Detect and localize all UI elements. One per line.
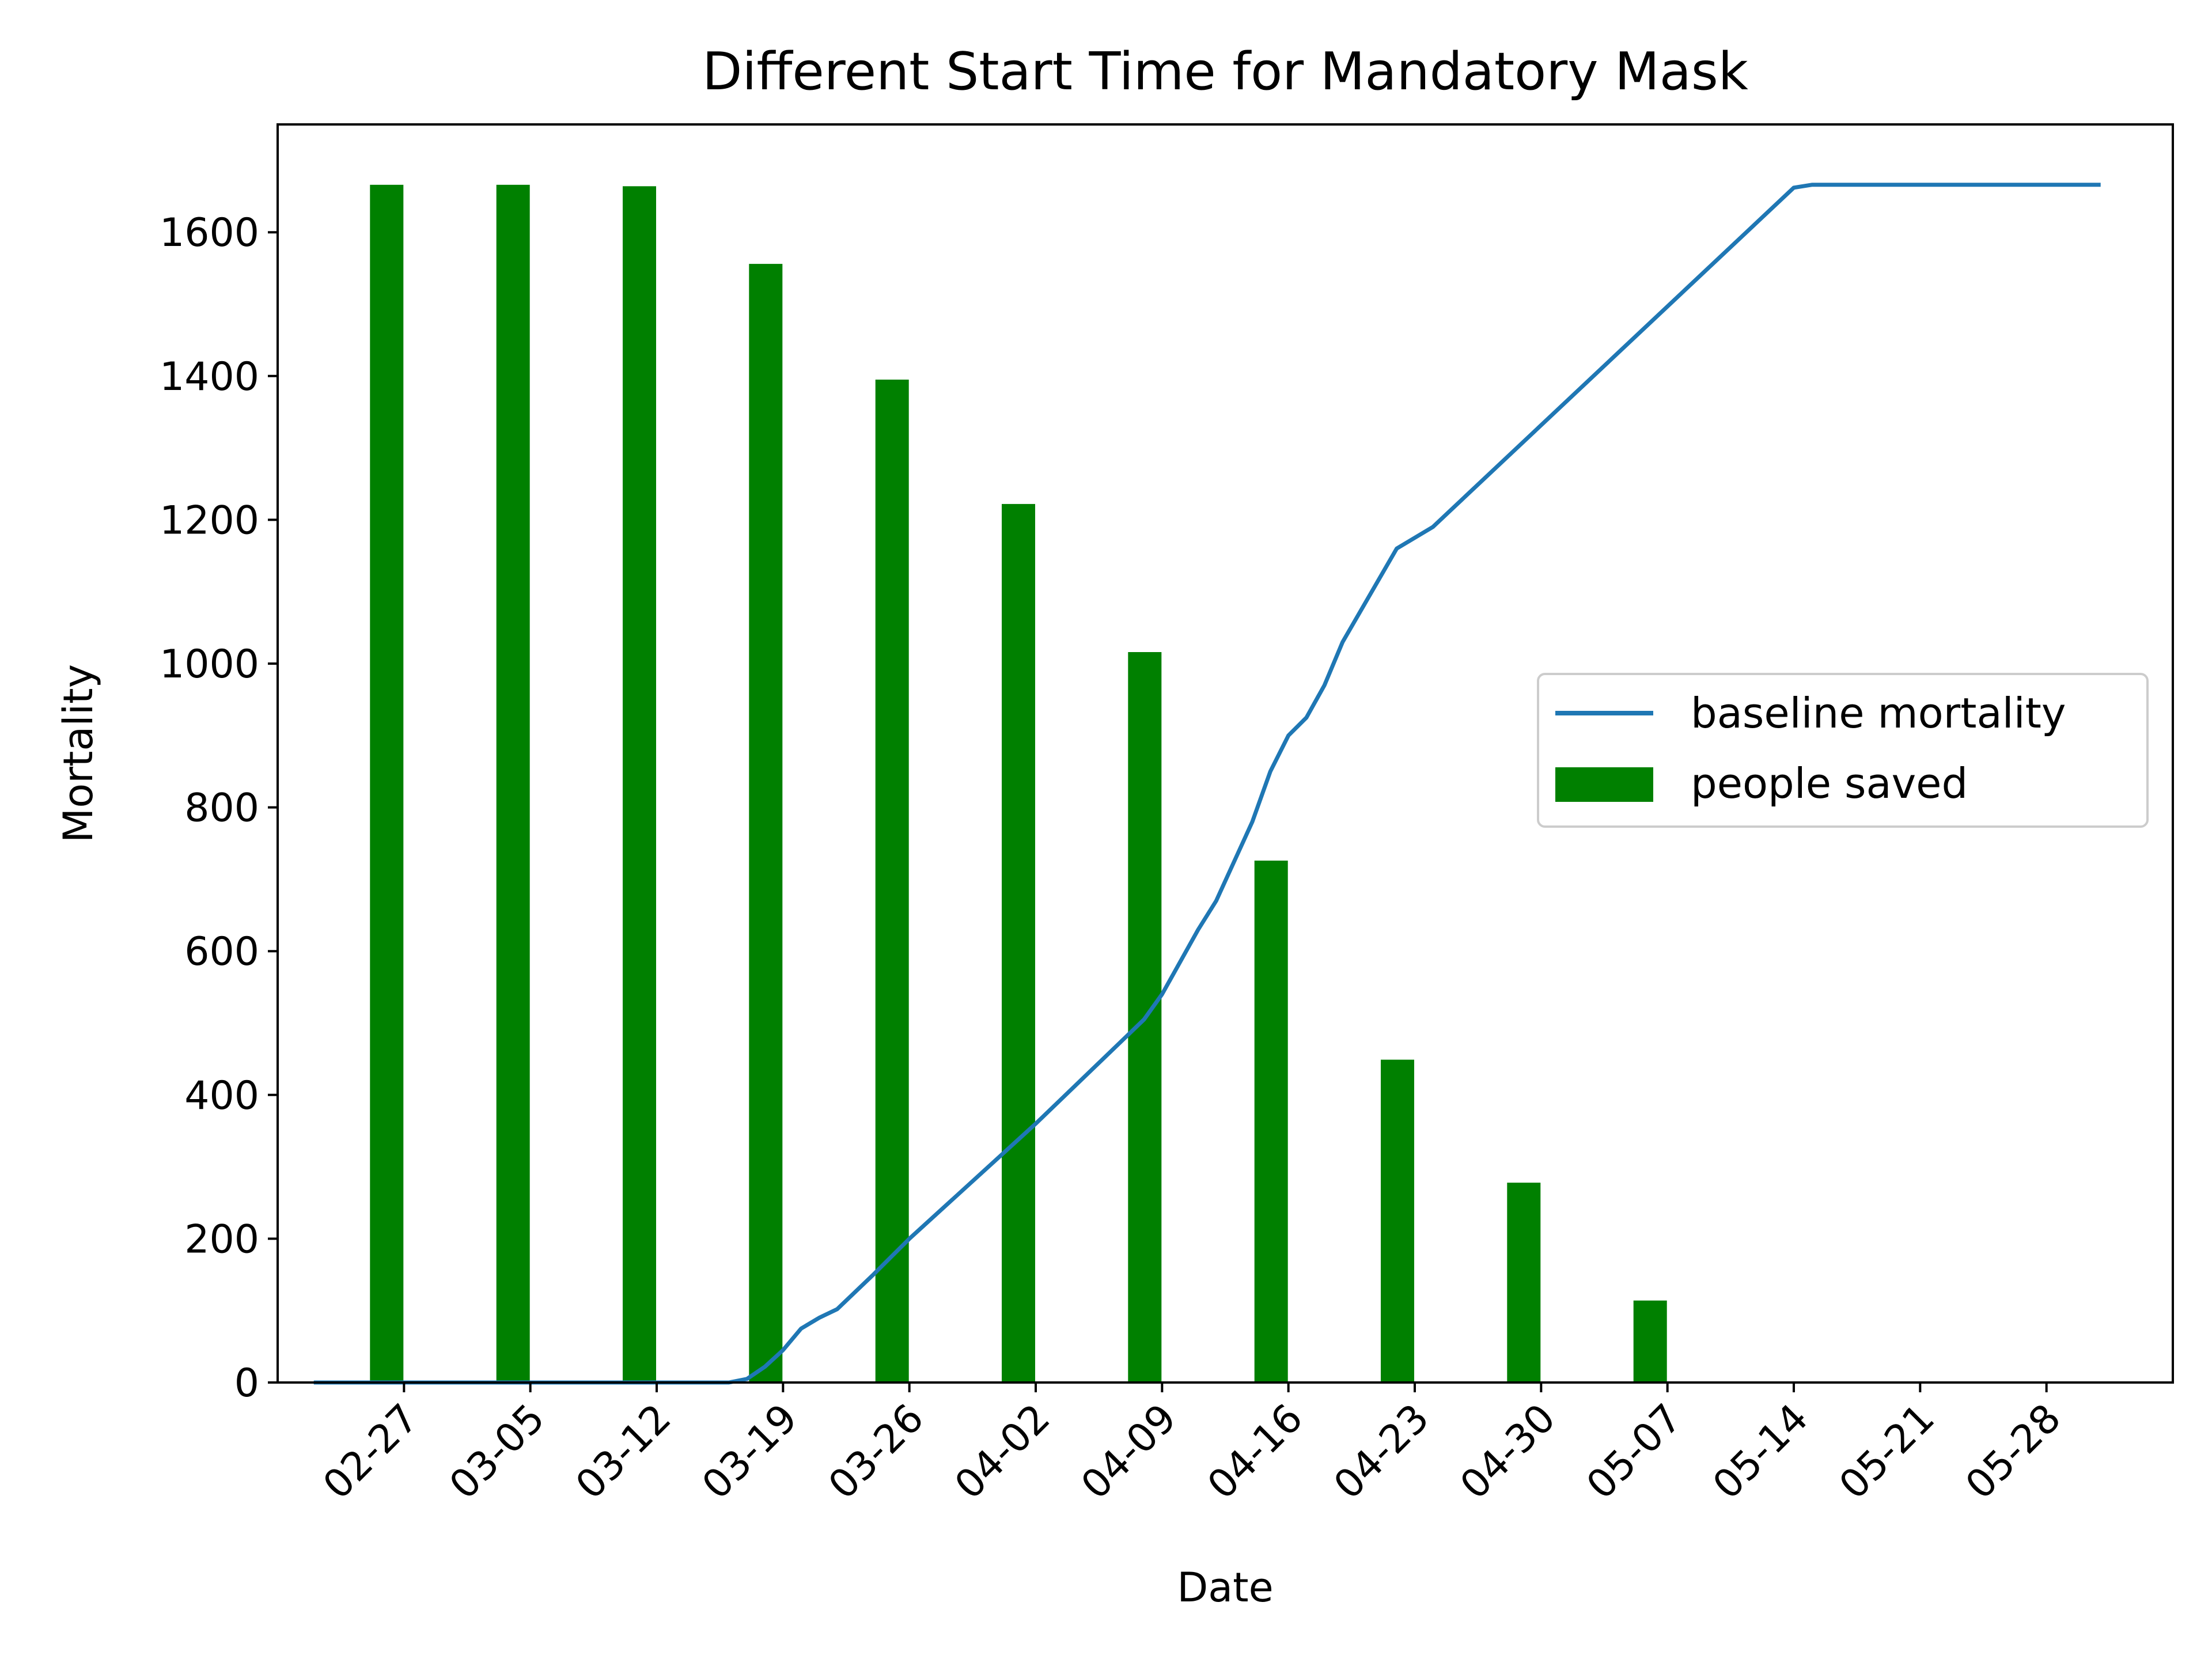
bar-people-saved-04-02	[1002, 503, 1035, 1382]
bar-people-saved-03-19	[749, 264, 783, 1383]
y-tick-label-0: 0	[234, 1361, 259, 1406]
legend-swatch-people-saved	[1555, 767, 1653, 802]
y-tick-label-800: 800	[184, 786, 259, 831]
bar-people-saved-03-26	[875, 380, 909, 1382]
bar-people-saved-04-30	[1507, 1183, 1541, 1382]
y-tick-label-1200: 1200	[160, 498, 259, 543]
bar-people-saved-02-27	[370, 184, 404, 1382]
y-tick-label-1400: 1400	[160, 354, 259, 400]
y-tick-label-600: 600	[184, 929, 259, 975]
y-axis: 0 200 400 600 800 1000 1200 1400 1600	[160, 210, 278, 1406]
bar-people-saved-05-07	[1633, 1300, 1667, 1382]
y-tick-label-200: 200	[184, 1217, 259, 1262]
x-axis-label: Date	[1177, 1564, 1273, 1611]
bar-people-saved-04-16	[1254, 861, 1288, 1382]
legend-box	[1537, 673, 2149, 828]
y-axis-label: Mortality	[55, 664, 102, 843]
y-tick-label-1600: 1600	[160, 210, 259, 256]
legend-label-baseline-mortality: baseline mortality	[1691, 689, 2066, 737]
legend-label-people-saved: people saved	[1691, 759, 1968, 808]
bar-people-saved-04-23	[1381, 1059, 1414, 1382]
bar-people-saved-03-12	[623, 186, 656, 1382]
lines-layer	[313, 183, 2101, 1385]
line-baseline-mortality	[313, 183, 2101, 1385]
plot-frame	[276, 123, 2174, 1384]
legend: baseline mortality people saved	[1537, 673, 2149, 828]
chart-title: Different Start Time for Mandatory Mask	[702, 41, 1748, 102]
bars-layer	[370, 184, 1667, 1383]
y-tick-label-400: 400	[184, 1073, 259, 1119]
bar-people-saved-03-05	[496, 184, 530, 1382]
y-tick-label-1000: 1000	[160, 642, 259, 687]
